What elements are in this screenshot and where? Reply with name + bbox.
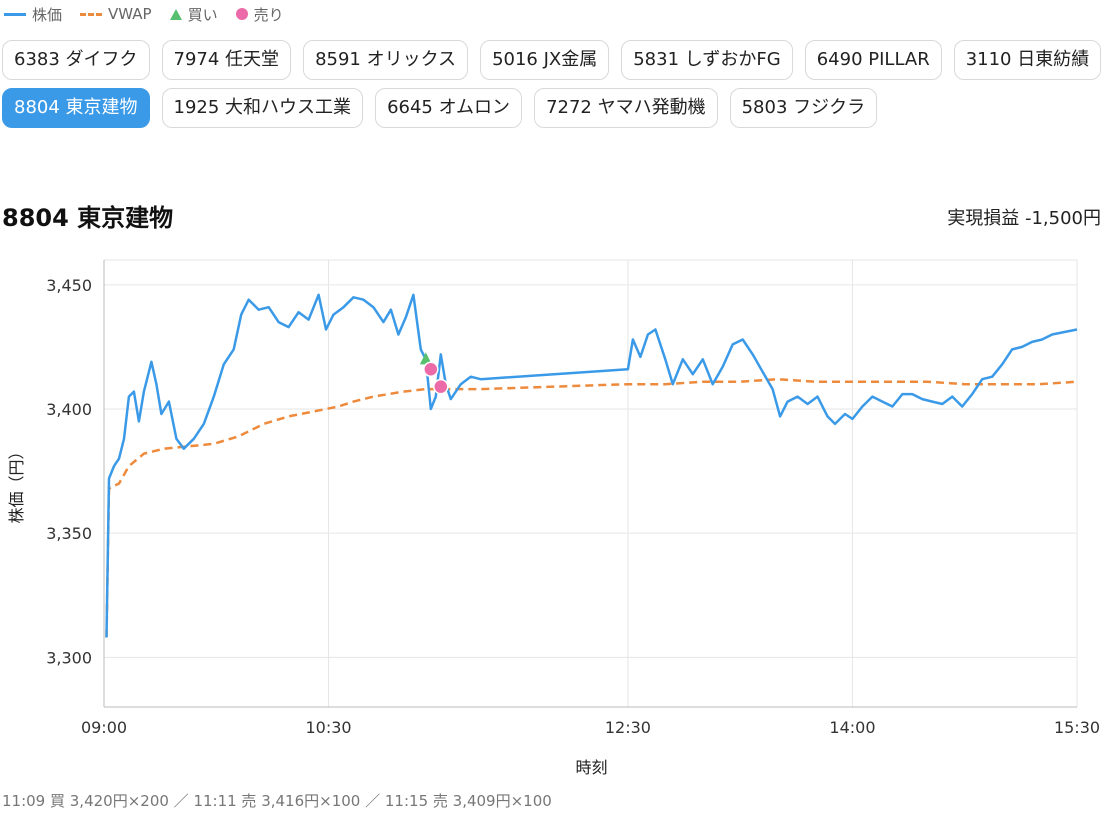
legend-buy-label: 買い [187,5,218,24]
legend-sell-label: 売り [253,5,284,24]
y-tick-label: 3,300 [46,648,92,667]
stock-tab[interactable]: 5803 フジクラ [729,88,878,128]
x-tick-label: 14:00 [829,718,875,737]
x-tick-label: 15:30 [1054,718,1100,737]
trade-history: 11:09 買 3,420円×200 ／ 11:11 売 3,416円×100 … [2,792,552,810]
vwap-line [105,377,1078,638]
legend-item-buy[interactable]: 買い [169,4,218,25]
legend-item-price[interactable]: 株価 [4,4,62,25]
stock-tab[interactable]: 5016 JX金属 [480,40,610,80]
buy-triangle-icon [169,8,182,20]
x-axis-title: 時刻 [575,758,607,777]
sell-marker [433,378,449,395]
legend-item-sell[interactable]: 売り [235,4,284,25]
price-chart: 09:00 10:30 12:30 14:00 15:30 3,300 3,350 3,400… [7,259,1100,777]
stock-tab[interactable]: 7974 任天堂 [161,40,292,80]
stock-tab[interactable]: 8804 東京建物 [2,88,150,128]
stock-tabs: 6383 ダイフク 7974 任天堂 8591 オリックス 5016 JX金属 … [2,40,1102,128]
x-tick-label: 10:30 [305,718,351,737]
buy-marker [419,352,432,365]
sell-circle-icon [235,8,248,20]
realized-pnl: 実現損益 -1,500円 [947,208,1101,229]
y-tick-label: 3,450 [46,276,92,295]
chart-legend: 株価 VWAP 買い 売り [4,2,284,26]
stock-tab[interactable]: 6490 PILLAR [804,40,942,80]
stock-tab[interactable]: 8591 オリックス [303,40,469,80]
legend-item-vwap[interactable]: VWAP [80,5,152,23]
legend-vwap-label: VWAP [108,5,152,23]
chart-title: 8804 東京建物 [2,204,174,232]
stock-tab[interactable]: 5831 しずおかFG [621,40,793,80]
price-line-swatch [4,12,26,16]
stock-tab[interactable]: 3110 日東紡績 [953,40,1102,80]
stock-tab[interactable]: 7272 ヤマハ発動機 [534,88,718,128]
y-tick-label: 3,350 [46,524,92,543]
y-axis-title: 株価（円） [7,443,26,523]
vwap-line-swatch [80,12,103,16]
stock-tab[interactable]: 1925 大和ハウス工業 [161,88,364,128]
legend-price-label: 株価 [32,5,63,24]
price-line [105,293,1078,638]
y-tick-label: 3,400 [46,400,92,419]
x-tick-label: 12:30 [605,718,651,737]
sell-marker [423,361,439,378]
stock-tab[interactable]: 6645 オムロン [375,88,523,128]
x-tick-label: 09:00 [81,718,127,737]
stock-tab[interactable]: 6383 ダイフク [2,40,150,80]
